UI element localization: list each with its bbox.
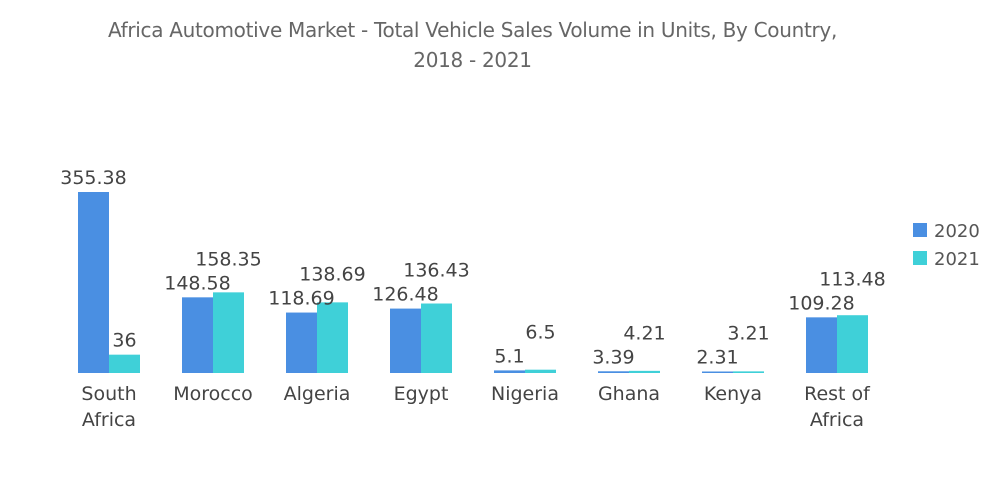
x-tick-label: Egypt: [394, 383, 449, 405]
x-tick-label: Africa: [82, 409, 136, 431]
bar-2020: [182, 297, 213, 373]
bar-2021: [109, 354, 140, 373]
data-label: 355.38: [60, 167, 126, 189]
x-tick-label: Kenya: [704, 383, 762, 405]
bar-2020: [494, 370, 525, 373]
bar-2020: [806, 317, 837, 373]
data-label: 36: [112, 330, 136, 352]
data-label: 138.69: [299, 264, 365, 286]
bar-2020: [390, 308, 421, 373]
chart-title: Africa Automotive Market - Total Vehicle…: [107, 18, 838, 42]
chart-subtitle: 2018 - 2021: [413, 48, 532, 72]
data-label: 5.1: [494, 345, 524, 367]
x-tick-label: Algeria: [284, 383, 351, 405]
data-label: 109.28: [788, 292, 854, 314]
legend-swatch-2020: [913, 223, 927, 237]
bar-2021: [629, 370, 660, 373]
legend-label: 2020: [934, 221, 980, 242]
x-tick-label: Rest of: [804, 383, 871, 405]
legend-swatch-2021: [913, 251, 927, 265]
bar-2021: [317, 302, 348, 373]
data-label: 6.5: [525, 321, 555, 343]
data-label: 148.58: [164, 272, 230, 294]
data-label: 126.48: [372, 284, 438, 306]
data-label: 2.31: [696, 347, 738, 369]
data-label: 113.48: [819, 268, 885, 290]
data-label: 3.21: [727, 323, 769, 345]
bar-2020: [598, 371, 629, 373]
x-tick-label: Ghana: [598, 383, 660, 405]
bar-2021: [525, 369, 556, 373]
bar-2020: [702, 371, 733, 373]
data-label: 158.35: [195, 248, 261, 270]
x-tick-label: South: [81, 383, 136, 405]
bar-2021: [837, 315, 868, 373]
data-label: 136.43: [403, 260, 469, 282]
bar-2020: [286, 312, 317, 373]
bar-2020: [78, 192, 109, 373]
data-label: 118.69: [268, 288, 334, 310]
data-label: 3.39: [592, 346, 634, 368]
bar-2021: [421, 303, 452, 373]
x-tick-label: Morocco: [173, 383, 253, 405]
bar-2021: [733, 371, 764, 373]
x-tick-label: Africa: [810, 409, 864, 431]
data-label: 4.21: [623, 322, 665, 344]
x-tick-label: Nigeria: [491, 383, 559, 405]
bar-2021: [213, 292, 244, 373]
legend-label: 2021: [934, 249, 980, 270]
